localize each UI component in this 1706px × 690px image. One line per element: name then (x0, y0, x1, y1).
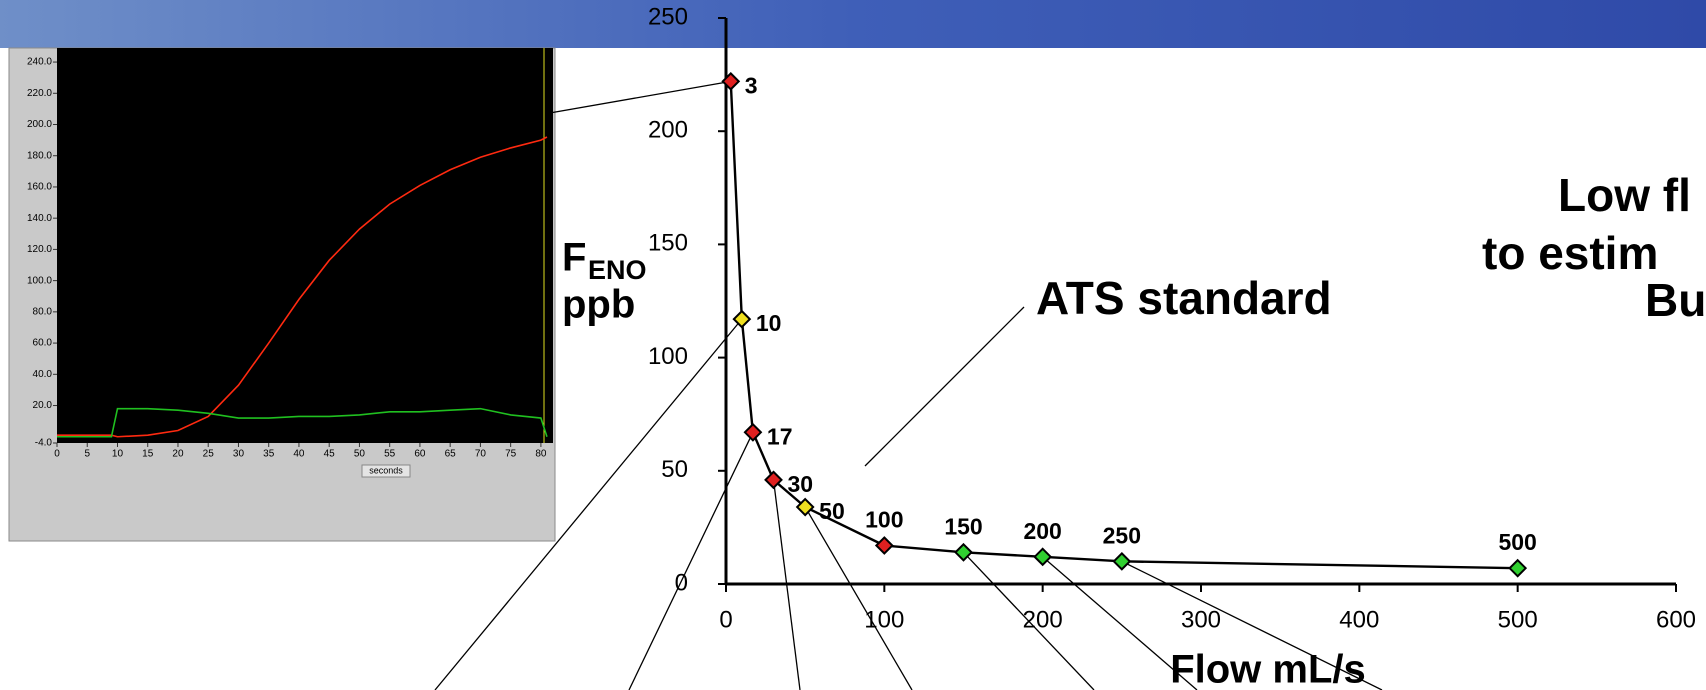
leader-line (629, 432, 753, 690)
x-tick-label: 10 (112, 449, 124, 460)
data-label: 3 (745, 72, 758, 98)
y-tick-label: 100.0 (27, 275, 52, 286)
y-tick-label: 140.0 (27, 213, 52, 224)
x-tick-label: 50 (354, 449, 366, 460)
y-tick-label: 200 (648, 117, 688, 144)
x-tick-label: 200 (1023, 606, 1063, 633)
annotation: ATS standard (1036, 272, 1332, 324)
y-tick-label: 60.0 (33, 338, 53, 349)
y-tick-label: 200.0 (27, 119, 52, 130)
x-tick-label: 0 (719, 606, 732, 633)
y-tick-label: 150 (648, 230, 688, 257)
data-label: 17 (767, 423, 793, 449)
x-tick-label: 20 (172, 449, 184, 460)
y-tick-label: 160.0 (27, 182, 52, 193)
point (745, 424, 761, 440)
curve (731, 81, 1518, 568)
y-label-unit: ppb (562, 283, 635, 327)
y-tick-label: 40.0 (33, 369, 53, 380)
x-label: seconds (369, 465, 403, 475)
x-tick-label: 75 (505, 449, 517, 460)
y-tick-label: 50 (661, 456, 688, 483)
annotation: But (1645, 274, 1706, 326)
y-label: F (562, 236, 586, 280)
data-label: 100 (865, 507, 903, 533)
annotation: to estim (1482, 227, 1658, 279)
x-tick-label: 35 (263, 449, 275, 460)
x-tick-label: 100 (864, 606, 904, 633)
y-tick-label: 180.0 (27, 150, 52, 161)
y-tick-label: 240.0 (27, 57, 52, 68)
pointer-line (865, 307, 1024, 466)
data-label: 50 (819, 498, 845, 524)
y-tick-label: 100 (648, 343, 688, 370)
x-tick-label: 500 (1498, 606, 1538, 633)
point (1114, 553, 1130, 569)
data-label: 500 (1498, 529, 1536, 555)
x-tick-label: 25 (203, 449, 215, 460)
point (876, 538, 892, 554)
y-tick-label: 120.0 (27, 244, 52, 255)
leader-line (805, 507, 912, 690)
y-label-sub: ENO (588, 255, 647, 285)
x-tick-label: 400 (1339, 606, 1379, 633)
x-tick-label: 80 (535, 449, 547, 460)
y-tick-label: 0 (675, 569, 688, 596)
point (734, 311, 750, 327)
x-tick-label: 45 (324, 449, 336, 460)
x-tick-label: 55 (384, 449, 396, 460)
y-tick-label: 220.0 (27, 88, 52, 99)
inset-plot (57, 48, 553, 443)
y-tick-label: 250 (648, 3, 688, 30)
x-tick-label: 40 (293, 449, 305, 460)
x-tick-label: 65 (445, 449, 457, 460)
x-tick-label: 300 (1181, 606, 1221, 633)
x-label: Flow mL/s (1170, 648, 1366, 690)
data-label: 10 (756, 310, 782, 336)
data-label: 30 (788, 471, 814, 497)
data-label: 250 (1103, 522, 1141, 548)
x-tick-label: 600 (1656, 606, 1696, 633)
x-tick-label: 15 (142, 449, 154, 460)
y-tick-label: -4.0 (35, 438, 53, 449)
page: 0501001502002500100200300400500600310173… (0, 0, 1706, 690)
slide: 0501001502002500100200300400500600310173… (0, 0, 1706, 690)
y-tick-label: 20.0 (33, 400, 53, 411)
annotation: Low fl (1558, 169, 1691, 221)
x-tick-label: 30 (233, 449, 245, 460)
header-band (0, 0, 1706, 48)
leader-line (544, 81, 731, 114)
x-tick-label: 0 (54, 449, 60, 460)
y-tick-label: 80.0 (33, 306, 53, 317)
data-label: 200 (1023, 518, 1061, 544)
main-chart: 0 50 100 150 200 250 0 100 200 300 400 500 600 3 10 17 3… (435, 3, 1706, 690)
x-tick-label: 70 (475, 449, 487, 460)
x-tick-label: 5 (84, 449, 90, 460)
data-label: 150 (944, 513, 982, 539)
point (1510, 560, 1526, 576)
x-tick-label: 60 (414, 449, 426, 460)
